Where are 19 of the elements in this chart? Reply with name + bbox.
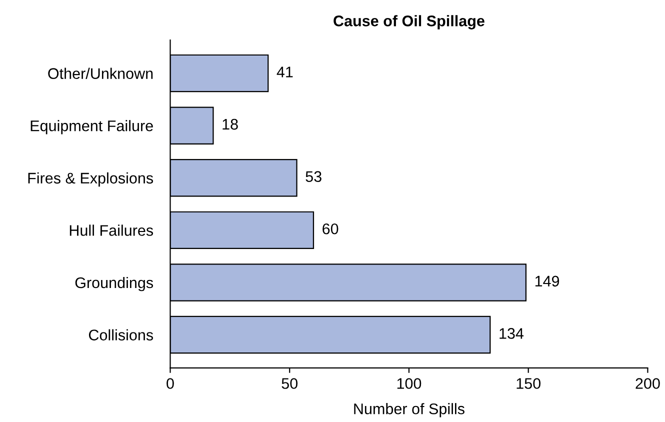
y-tick-label: Collisions <box>88 329 154 340</box>
y-tick-label: Fires & Explosions <box>28 172 154 187</box>
x-tick-label: 50 <box>282 378 298 389</box>
x-tick-label: 0 <box>166 378 174 389</box>
x-tick-label: 100 <box>397 378 422 389</box>
y-tick-label: Other/Unknown <box>48 68 153 79</box>
data-label: 18 <box>222 118 238 130</box>
y-tick-label: Groundings <box>75 276 154 292</box>
y-tick-label: Hull Failures <box>70 224 154 236</box>
data-label: 149 <box>535 276 560 287</box>
x-tick-label: 150 <box>516 378 540 389</box>
x-tick-label: 200 <box>636 378 660 389</box>
chart-title: Cause of Oil Spillage <box>334 15 484 30</box>
data-label: 134 <box>500 328 524 339</box>
data-label: 53 <box>306 171 322 182</box>
data-label: 41 <box>276 66 293 78</box>
data-label: 60 <box>322 223 338 234</box>
x-axis-title: Number of Spills <box>354 403 464 418</box>
y-tick-label: Equipment Failure <box>30 120 153 134</box>
